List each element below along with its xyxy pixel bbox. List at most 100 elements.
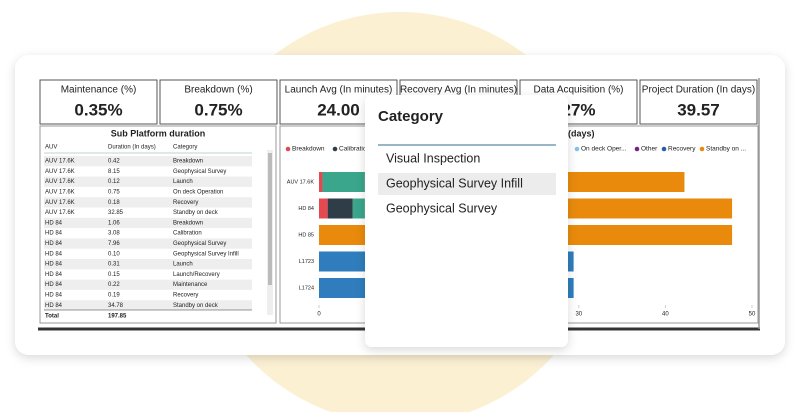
popup-title: Category — [378, 108, 444, 125]
table-cell: HD 84 — [45, 272, 63, 278]
table-cell: 0.75 — [108, 189, 120, 195]
table-cell: HD 84 — [45, 251, 63, 257]
table-cell: 32.85 — [108, 210, 124, 216]
table-cell: Standby on deck — [173, 303, 219, 309]
row-stripe — [44, 238, 252, 249]
kpi-label: Breakdown (%) — [184, 85, 252, 96]
legend-label: Breakdown — [292, 146, 325, 153]
legend-dot — [661, 146, 667, 152]
kpi-value: 0.75% — [194, 100, 242, 119]
total-cell: Total — [45, 314, 59, 320]
legend-label: Standby on ... — [706, 146, 746, 153]
table-cell: HD 84 — [45, 241, 63, 247]
legend-label: Calibration — [339, 146, 370, 153]
bar-segment — [327, 198, 353, 219]
bar-segment — [319, 172, 323, 192]
total-bg — [41, 310, 266, 322]
kpi-label: Recovery Avg (In minutes) — [400, 85, 517, 96]
chart-title: (days) — [568, 128, 595, 138]
table-cell: 0.19 — [108, 292, 120, 298]
table-cell: Standby on deck — [173, 210, 219, 216]
dropdown-popup — [365, 95, 568, 347]
y-tick-label: HD 85 — [298, 232, 314, 238]
row-stripe — [44, 197, 252, 208]
table-cell: 0.10 — [108, 251, 120, 257]
table-cell: AUV 17.6K — [45, 179, 75, 185]
legend-label: Recovery — [668, 146, 696, 153]
kpi-value: 39.57 — [677, 100, 720, 119]
table-cell: 34.78 — [108, 303, 124, 309]
x-tick-label: 40 — [662, 312, 669, 318]
row-stripe — [44, 259, 252, 270]
table-cell: Launch/Recovery — [173, 272, 220, 278]
table-cell: HD 84 — [45, 262, 63, 268]
column-header: AUV — [45, 145, 57, 151]
table-cell: 0.15 — [108, 272, 120, 278]
table-cell: HD 84 — [45, 220, 63, 226]
table-cell: AUV 17.6K — [45, 169, 75, 175]
total-cell: 197.85 — [108, 314, 127, 320]
kpi-card — [639, 79, 758, 125]
table-cell: Geophysical Survey — [173, 241, 226, 247]
kpi-value: 27% — [561, 100, 595, 119]
table-cell: AUV 17.6K — [45, 189, 75, 195]
column-header: Duration (In days) — [108, 145, 156, 151]
table-cell: 7.96 — [108, 241, 120, 247]
y-tick-label: HD 84 — [298, 206, 314, 212]
bar-segment — [352, 198, 365, 219]
column-header: Category — [173, 145, 197, 151]
bar-segment — [319, 198, 328, 219]
kpi-label: Data Acquisition (%) — [533, 85, 623, 96]
table-cell: 0.18 — [108, 200, 120, 206]
legend-dot — [574, 146, 580, 152]
legend-dot — [634, 146, 640, 152]
y-tick-label: L1723 — [299, 259, 314, 265]
table-cell: AUV 17.6K — [45, 200, 75, 206]
table-cell: HD 84 — [45, 303, 63, 309]
kpi-value: 0.35% — [74, 100, 122, 119]
scroll-thumb[interactable] — [268, 153, 272, 285]
table-cell: On deck Operation — [173, 189, 223, 195]
table-cell: HD 84 — [45, 292, 63, 298]
dropdown-item[interactable]: Visual Inspection — [386, 151, 480, 165]
legend-label: Other — [641, 146, 658, 153]
table-cell: 0.31 — [108, 262, 120, 268]
x-tick-label: 30 — [575, 312, 582, 318]
table-cell: Geophysical Survey — [173, 169, 226, 175]
table-cell: HD 84 — [45, 282, 63, 288]
legend-dot — [332, 146, 338, 152]
kpi-label: Project Duration (In days) — [642, 85, 755, 96]
table-cell: Recovery — [173, 200, 198, 206]
row-stripe — [44, 300, 252, 311]
row-stripe — [44, 156, 252, 167]
table-cell: 3.08 — [108, 231, 120, 237]
kpi-value: 24.00 — [317, 100, 360, 119]
kpi-card — [39, 79, 158, 125]
y-tick-label: AUV 17.6K — [287, 179, 315, 185]
kpi-card — [159, 79, 278, 125]
table-cell: 8.15 — [108, 169, 120, 175]
table-cell: Breakdown — [173, 159, 203, 165]
x-tick-label: 50 — [749, 312, 756, 318]
row-stripe — [44, 176, 252, 187]
table-cell: Breakdown — [173, 220, 203, 226]
kpi-label: Launch Avg (In minutes) — [285, 85, 393, 96]
table-cell: 1.06 — [108, 220, 120, 226]
table-cell: Launch — [173, 179, 193, 185]
table-cell: Recovery — [173, 292, 198, 298]
dropdown-item[interactable]: Geophysical Survey Infill — [386, 176, 523, 190]
table-cell: Maintenance — [173, 282, 208, 288]
kpi-label: Maintenance (%) — [61, 85, 137, 96]
dropdown-item[interactable]: Geophysical Survey — [386, 201, 498, 215]
row-stripe — [44, 217, 252, 229]
selected-item-bg — [378, 173, 556, 195]
legend-dot — [699, 146, 705, 152]
legend-dot — [285, 146, 291, 152]
legend-label: On deck Oper... — [581, 146, 627, 153]
x-tick-label: 0 — [317, 312, 321, 318]
bar-segment — [322, 172, 365, 192]
table-cell: Launch — [173, 262, 193, 268]
table-cell: HD 84 — [45, 231, 63, 237]
